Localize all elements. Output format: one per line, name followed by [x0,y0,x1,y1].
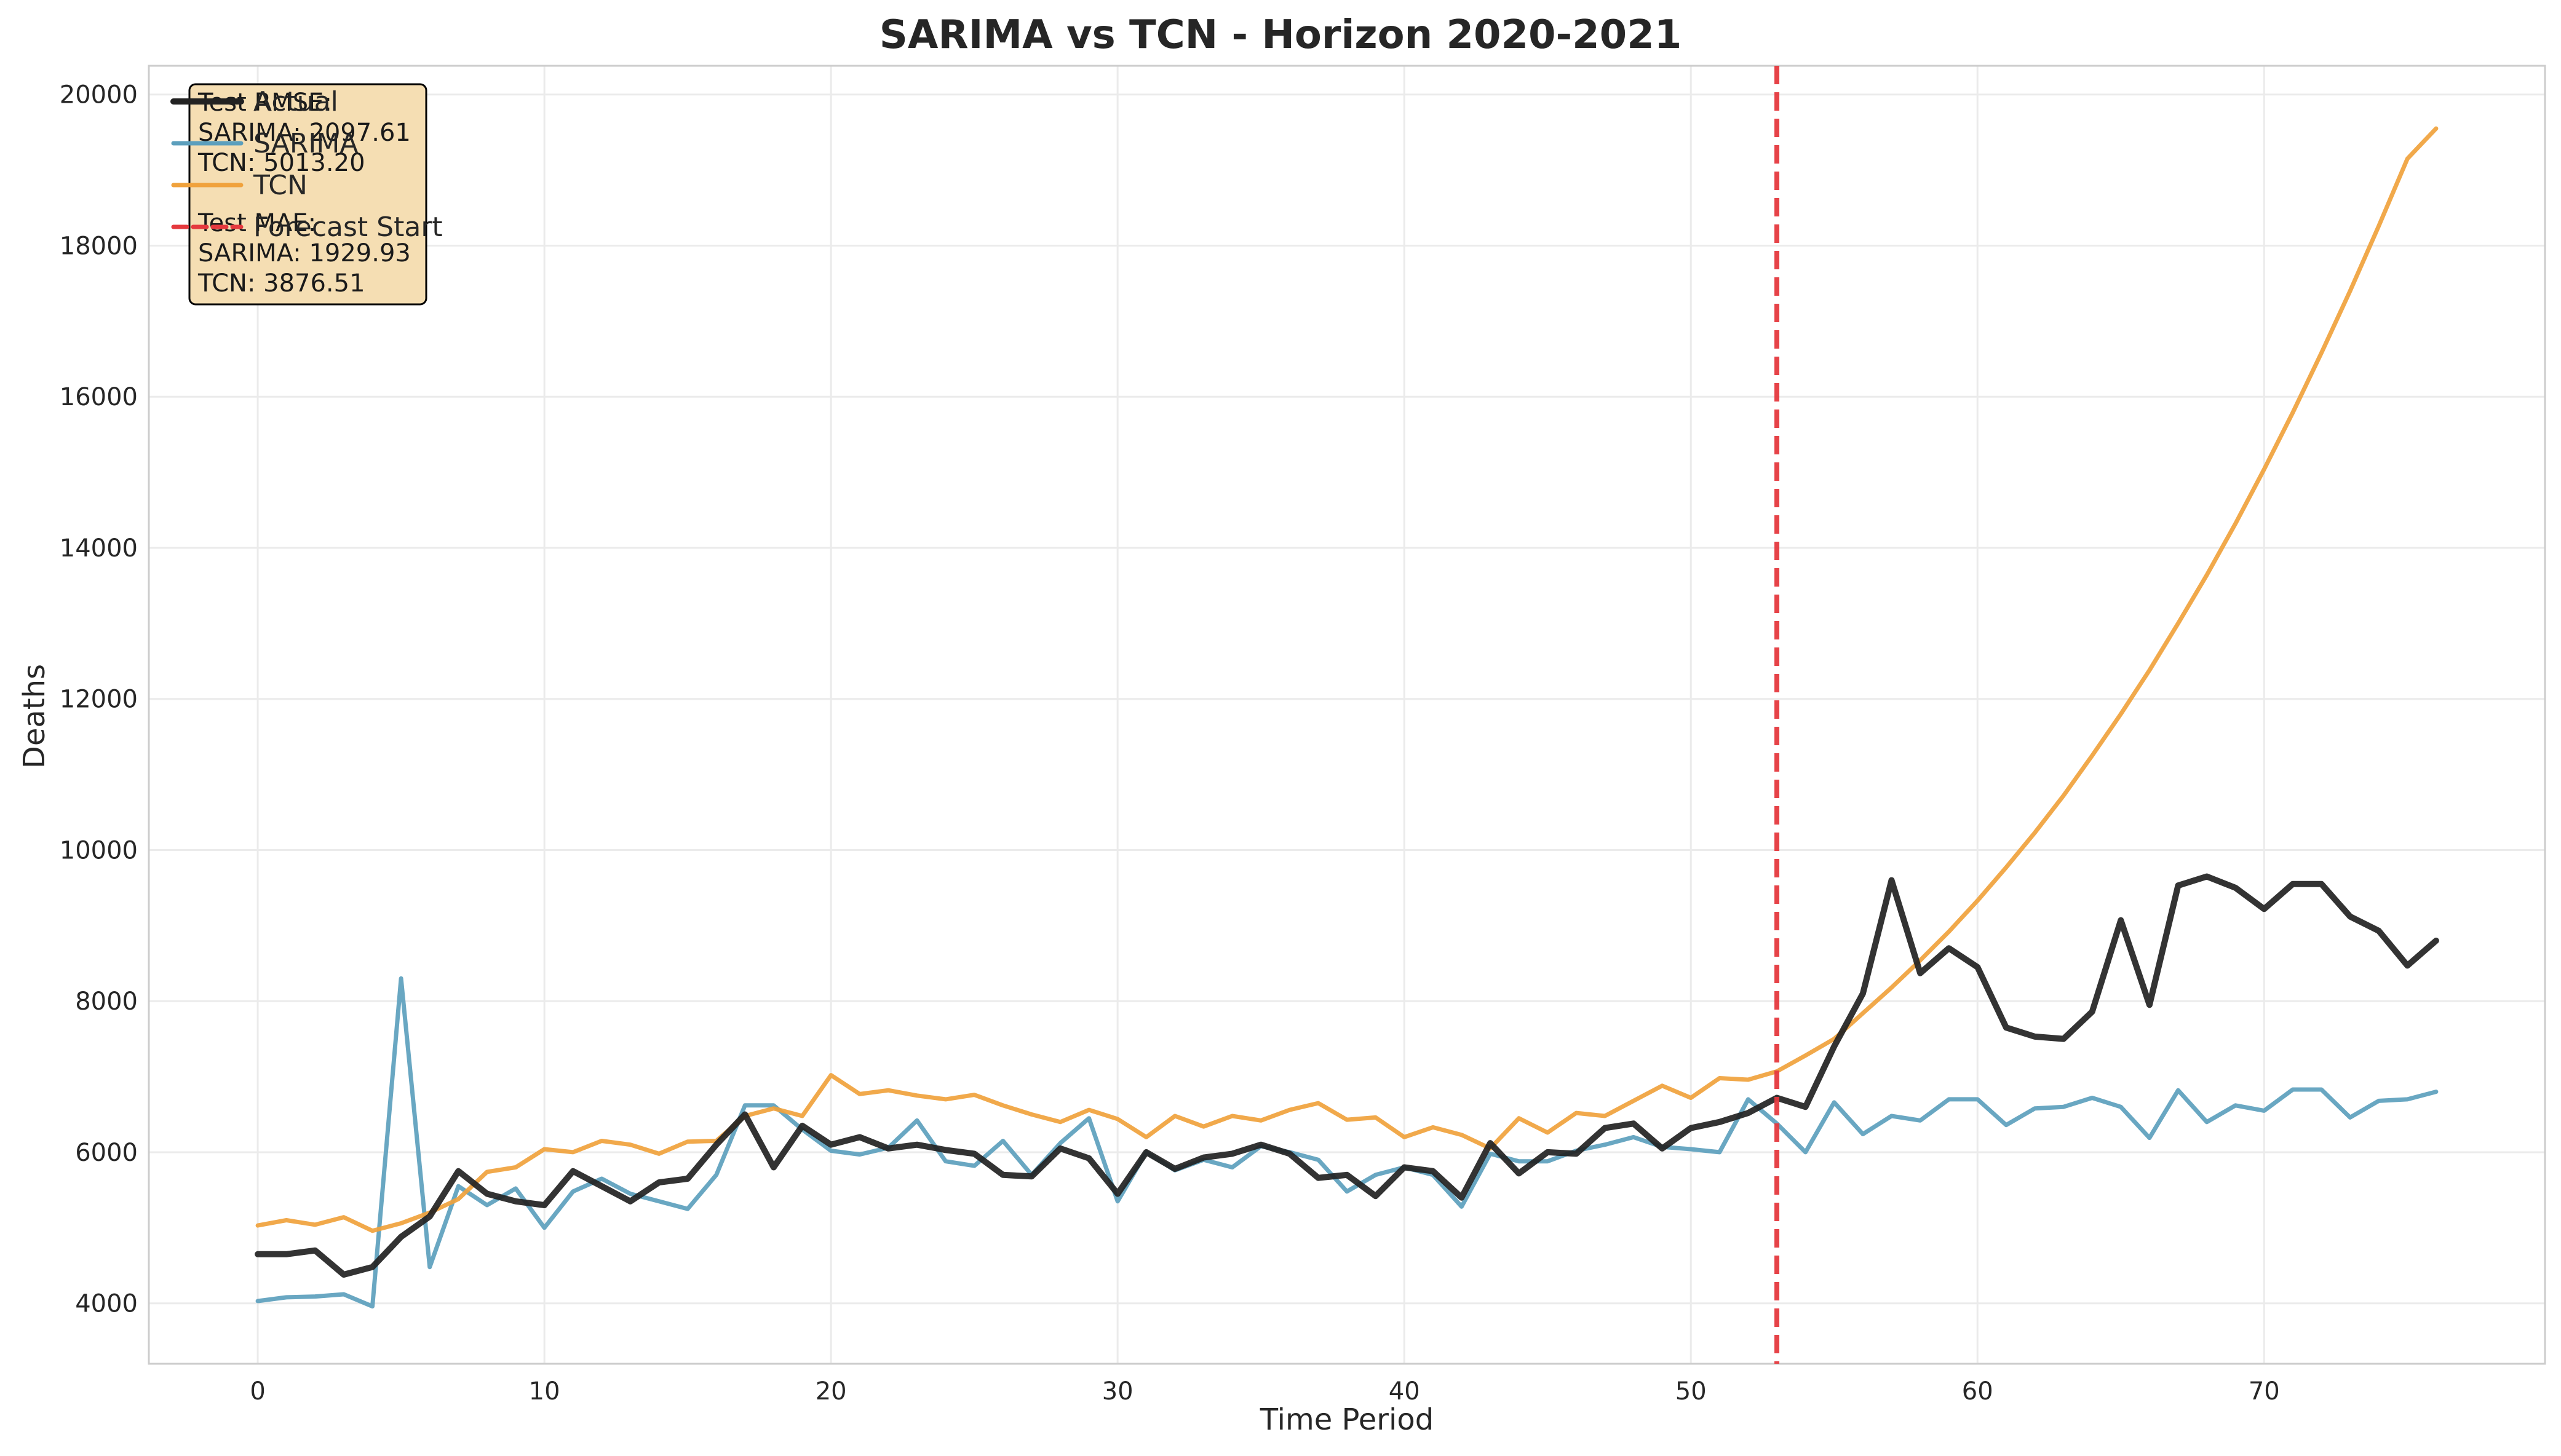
x-tick-label: 30 [1102,1377,1134,1406]
legend-label: Forecast Start [253,212,443,243]
x-tick-label: 50 [1675,1377,1707,1406]
y-tick-label: 20000 [60,81,138,109]
y-tick-label: 18000 [60,232,138,260]
x-tick-label: 70 [2249,1377,2280,1406]
x-axis-label: Time Period [1260,1403,1434,1437]
series-line-sarima [255,976,2439,1309]
metrics-box-frame [188,83,427,306]
y-tick-label: 4000 [75,1290,138,1318]
y-tick-label: 16000 [60,383,138,411]
y-tick-label: 12000 [60,686,138,714]
legend-label: Actual [253,86,338,117]
y-tick-label: 14000 [60,534,138,563]
y-tick-label: 10000 [60,836,138,865]
series-line-actual [255,873,2439,1278]
metrics-line: Test MAE: [197,209,316,237]
chart-title: SARIMA vs TCN - Horizon 2020-2021 [879,12,1682,58]
x-tick-label: 10 [529,1377,560,1406]
legend: Actual SARIMA TCN Forecast Start [170,86,443,243]
x-tick-label: 0 [250,1377,265,1406]
y-axis-label: Deaths [17,664,52,769]
x-tick-label: 60 [1962,1377,1993,1406]
series-lines [255,126,2439,1309]
y-tick-label: 6000 [75,1139,138,1167]
metrics-line: TCN: 3876.51 [197,269,365,298]
y-tick-label: 8000 [75,987,138,1016]
metrics-line: TCN: 5013.20 [197,149,365,177]
x-tick-label: 40 [1389,1377,1420,1406]
legend-label: SARIMA [253,128,358,159]
x-tick-label: 20 [816,1377,847,1406]
plot-area-frame [148,65,2546,1365]
metrics-line: SARIMA: 1929.93 [198,239,411,267]
series-line-tcn [255,126,2439,1233]
axis-ticks: 0 10 20 30 40 50 60 70 4000 6000 8000 10000 12000 140… [60,81,2280,1406]
legend-label: TCN [253,170,308,201]
